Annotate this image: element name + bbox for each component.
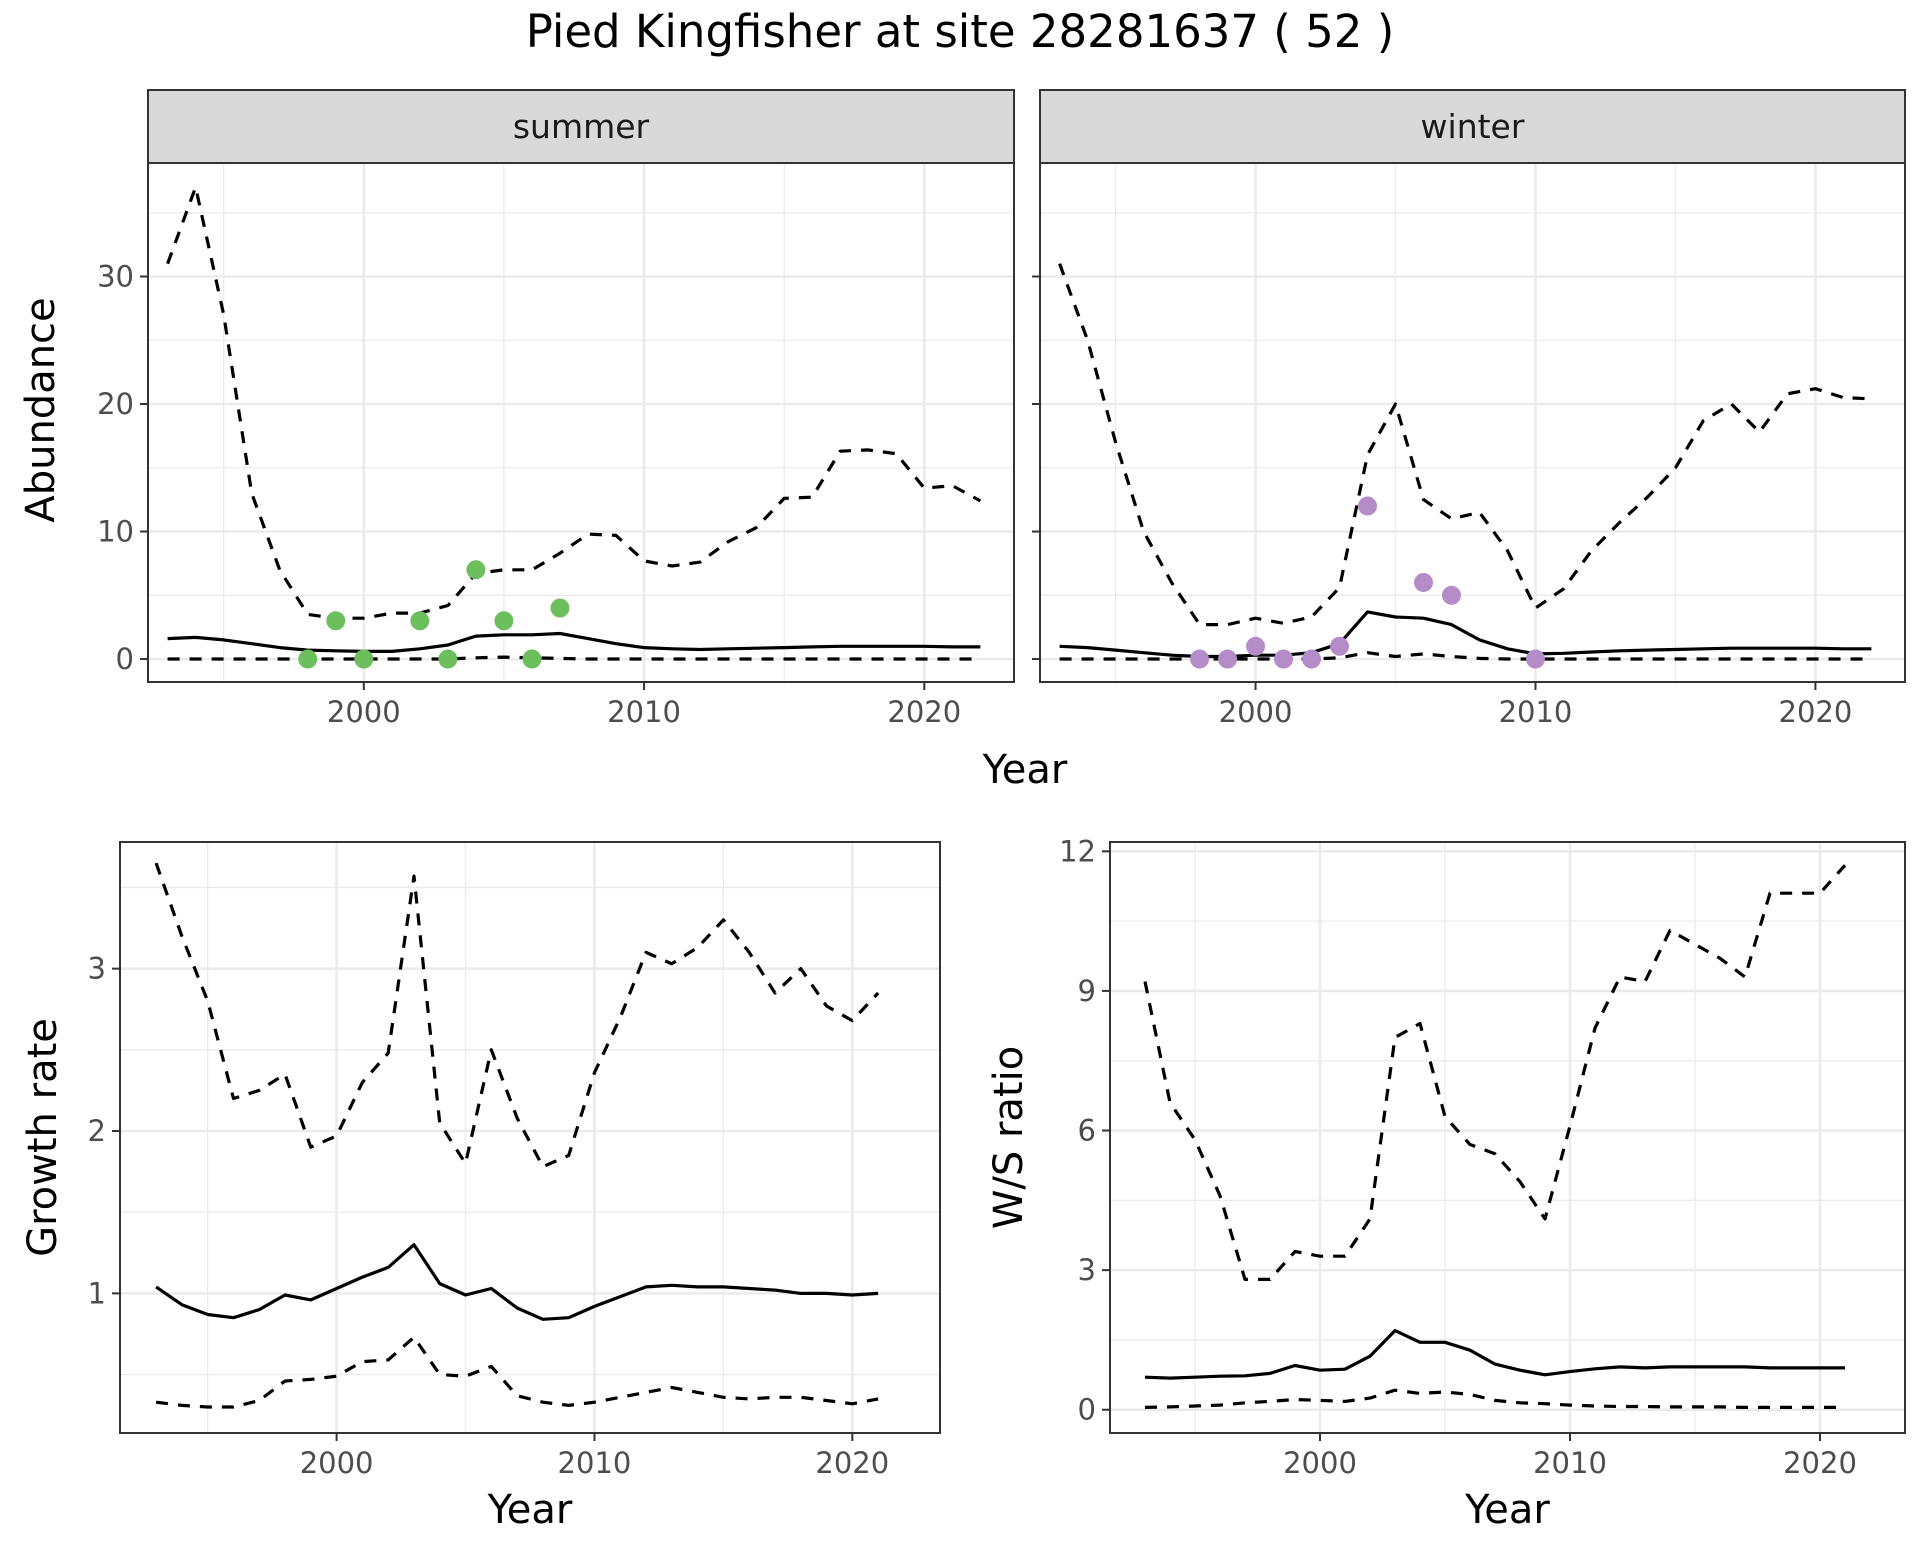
- x-tick-label: 2010: [1533, 1446, 1607, 1480]
- y-tick-label: 6: [1078, 1114, 1096, 1148]
- observation-point: [1274, 649, 1294, 669]
- upper-bound-line: [1143, 864, 1847, 1281]
- x-axis-title: Year: [487, 1487, 573, 1533]
- observation-point: [1330, 636, 1350, 656]
- lower-bound-line: [155, 1335, 879, 1409]
- y-axis-title: W/S ratio: [986, 1046, 1032, 1229]
- facet-strip-label: summer: [513, 107, 650, 146]
- y-tick-label: 12: [1059, 834, 1096, 868]
- observation-point: [1442, 585, 1462, 605]
- x-axis-title: Year: [1464, 1487, 1550, 1533]
- x-tick-label: 2010: [1499, 695, 1573, 729]
- y-tick-label: 2: [88, 1114, 106, 1148]
- x-tick-label: 2020: [1779, 695, 1853, 729]
- facet-strip-label: winter: [1421, 107, 1525, 146]
- top-row-y-axis-title: Abundance: [18, 297, 64, 522]
- observation-point: [298, 649, 318, 669]
- observation-point: [1525, 649, 1545, 669]
- panel-background: [148, 163, 1014, 682]
- observation-point: [1358, 496, 1378, 516]
- x-tick-label: 2010: [558, 1446, 632, 1480]
- panel-background: [120, 842, 940, 1433]
- observation-point: [494, 611, 514, 631]
- x-tick-label: 2000: [300, 1446, 374, 1480]
- facet-strip: [1039, 89, 1906, 164]
- upper-bound-line: [1058, 263, 1872, 627]
- y-tick-label: 30: [97, 259, 134, 293]
- observation-point: [550, 598, 570, 618]
- x-tick-label: 2000: [1283, 1446, 1357, 1480]
- observation-point: [1218, 649, 1238, 669]
- growth-rate-panel: 2000 2010 2020 1 2 3 Year Growth rate: [20, 841, 941, 1533]
- panel-background: [1110, 842, 1905, 1433]
- x-tick-label: 2020: [887, 695, 961, 729]
- facet-strip: [147, 89, 1015, 164]
- y-tick-label: 3: [88, 952, 106, 986]
- y-tick-label: 10: [97, 515, 134, 549]
- mean-line: [1144, 1329, 1845, 1380]
- y-axis-title: Growth rate: [20, 1018, 66, 1257]
- observation-point: [326, 611, 346, 631]
- lower-bound-line: [1144, 1388, 1845, 1409]
- y-tick-label: 1: [88, 1276, 106, 1310]
- chart-title: Pied Kingfisher at site 28281637 ( 52 ): [526, 5, 1395, 58]
- upper-bound-line: [166, 185, 982, 620]
- x-tick-label: 2000: [327, 695, 401, 729]
- x-tick-label: 2020: [1783, 1446, 1857, 1480]
- y-tick-label: 0: [1078, 1393, 1096, 1427]
- x-tick-label: 2020: [815, 1446, 889, 1480]
- mean-line: [155, 1243, 879, 1321]
- observation-point: [466, 560, 486, 580]
- ws-ratio-panel: 2000 2010 2020 0 3 6 9 12 Year W/S ratio: [986, 834, 1906, 1533]
- observation-point: [438, 649, 458, 669]
- y-tick-label: 0: [116, 642, 134, 676]
- winter-abundance-panel: winter 2000 2010 2020: [1032, 89, 1906, 729]
- observation-point: [522, 649, 542, 669]
- y-tick-label: 3: [1078, 1253, 1096, 1287]
- upper-bound-line: [154, 862, 880, 1169]
- panel-border: [1109, 841, 1906, 1434]
- panel-border: [119, 841, 941, 1434]
- x-tick-label: 2000: [1219, 695, 1293, 729]
- summer-abundance-panel: summer 2000 2010 2020 0 10 20 30: [97, 89, 1015, 729]
- observation-point: [1246, 636, 1266, 656]
- top-row-x-axis-title: Year: [982, 747, 1068, 793]
- observation-point: [1414, 573, 1434, 593]
- y-tick-label: 20: [97, 387, 134, 421]
- panel-background: [1040, 163, 1905, 682]
- mean-line: [167, 631, 981, 653]
- y-tick-label: 9: [1078, 974, 1096, 1008]
- observation-point: [1190, 649, 1210, 669]
- observation-point: [410, 611, 430, 631]
- observation-point: [1302, 649, 1322, 669]
- observation-point: [354, 649, 374, 669]
- x-tick-label: 2010: [607, 695, 681, 729]
